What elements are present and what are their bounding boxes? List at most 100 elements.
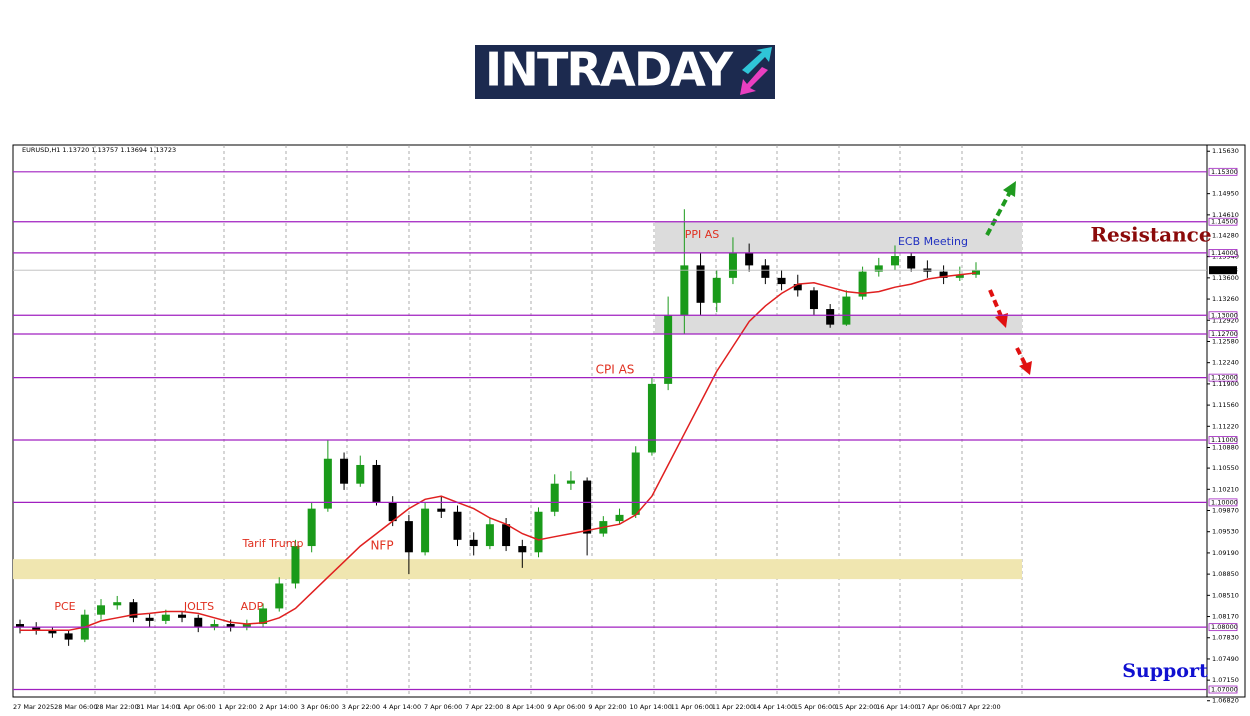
- candle-body: [275, 583, 284, 609]
- candle: [275, 577, 284, 612]
- candle: [890, 245, 899, 271]
- candle-body: [502, 524, 511, 547]
- logo-text: INTRADAY: [485, 43, 734, 97]
- candle-body: [615, 514, 624, 522]
- y-tick-label: 1.10880: [1212, 444, 1239, 452]
- candle-body: [955, 274, 964, 278]
- candle: [842, 290, 851, 326]
- y-tick-label: 1.12580: [1212, 337, 1239, 345]
- x-tick-label: 11 Apr 22:00: [712, 703, 754, 711]
- candle-body: [890, 256, 899, 266]
- candle-body: [226, 624, 235, 628]
- annotation: ADP: [241, 600, 264, 613]
- candle: [745, 243, 754, 272]
- arrows: [985, 181, 1032, 375]
- logo: INTRADAY: [475, 43, 775, 99]
- level-label: 1.15300: [1211, 168, 1238, 176]
- candle: [48, 627, 57, 638]
- level-label: 1.12000: [1211, 374, 1238, 382]
- candle-body: [842, 296, 851, 325]
- candle-body: [534, 511, 543, 553]
- level-label: 1.11000: [1211, 436, 1238, 444]
- level-label-box: [1208, 436, 1238, 444]
- candle: [16, 619, 24, 634]
- candle: [356, 455, 365, 487]
- y-tick-label: 1.10210: [1212, 485, 1239, 493]
- candle: [874, 257, 883, 277]
- candle: [421, 502, 430, 556]
- candle: [518, 539, 527, 568]
- logo-box: [475, 45, 775, 99]
- candle-body: [32, 627, 41, 631]
- candle-body: [242, 624, 251, 628]
- y-tick-label: 1.07150: [1212, 676, 1239, 684]
- y-tick-label: 1.09530: [1212, 528, 1239, 536]
- candle-body: [291, 546, 300, 584]
- candle-body: [404, 521, 413, 553]
- x-tick-label: 7 Apr 06:00: [424, 703, 462, 711]
- candle-body: [793, 284, 802, 291]
- x-tick-label: 2 Apr 14:00: [260, 703, 298, 711]
- x-tick-label: 1 Apr 06:00: [177, 703, 215, 711]
- candle-body: [939, 271, 948, 278]
- candle-body: [907, 256, 916, 269]
- candle-body: [113, 602, 122, 606]
- annotation: JOLTS: [183, 600, 214, 613]
- candle-body: [16, 624, 24, 628]
- candle-body: [469, 539, 478, 547]
- candle-body: [777, 277, 786, 285]
- candle: [372, 459, 381, 506]
- candle: [826, 304, 835, 328]
- candle: [32, 622, 41, 635]
- y-tick-label: 1.08510: [1212, 591, 1239, 599]
- candle: [696, 252, 705, 316]
- annotation: Resistance: [1090, 223, 1211, 247]
- arrow-head: [1003, 181, 1016, 197]
- candle-body: [178, 614, 187, 618]
- candle-body: [485, 524, 494, 547]
- arrow-up: [985, 191, 1012, 236]
- candle: [761, 259, 770, 285]
- candle-body: [356, 464, 365, 484]
- candle-body: [858, 271, 867, 297]
- x-tick-label: 31 Mar 14:00: [136, 703, 179, 711]
- candle-body: [728, 252, 737, 278]
- y-tick-label: 1.12240: [1212, 359, 1239, 367]
- y-tick-label: 1.11220: [1212, 422, 1239, 430]
- candle-body: [323, 458, 332, 509]
- candle-body: [437, 508, 446, 512]
- candle: [64, 630, 73, 646]
- level-label-box: [1208, 311, 1238, 320]
- annotation: CPI AS: [596, 363, 635, 377]
- zone: [655, 221, 1022, 253]
- annotation: ECB Meeting: [898, 235, 968, 248]
- candle-body: [259, 608, 268, 625]
- x-tick-label: 1 Apr 22:00: [219, 703, 257, 711]
- x-tick-label: 28 Mar 22:00: [95, 703, 138, 711]
- logo-arrow-down: [740, 67, 768, 95]
- annotation: Support: [1122, 660, 1208, 682]
- candle: [145, 613, 154, 628]
- logo-arrow-up: [742, 47, 772, 74]
- x-tick-label: 15 Apr 06:00: [794, 703, 836, 711]
- candle-body: [664, 315, 673, 384]
- x-tick-label: 8 Apr 14:00: [506, 703, 544, 711]
- candle: [728, 237, 737, 285]
- candle: [485, 517, 494, 550]
- candle: [291, 539, 300, 589]
- candle-body: [583, 480, 592, 534]
- candle: [566, 471, 575, 490]
- candle: [907, 252, 916, 272]
- x-tick-label: 11 Apr 06:00: [671, 703, 713, 711]
- candle: [583, 477, 592, 556]
- level-label: 1.14500: [1211, 218, 1238, 226]
- current-price-box: [1209, 266, 1237, 275]
- level-label: 1.10000: [1211, 498, 1238, 506]
- level-label: 1.07000: [1211, 686, 1238, 694]
- level-label-box: [1208, 373, 1238, 382]
- y-tick-label: 1.15630: [1212, 147, 1239, 155]
- candle-body: [809, 290, 818, 310]
- candle-body: [712, 277, 721, 303]
- candle: [194, 614, 203, 633]
